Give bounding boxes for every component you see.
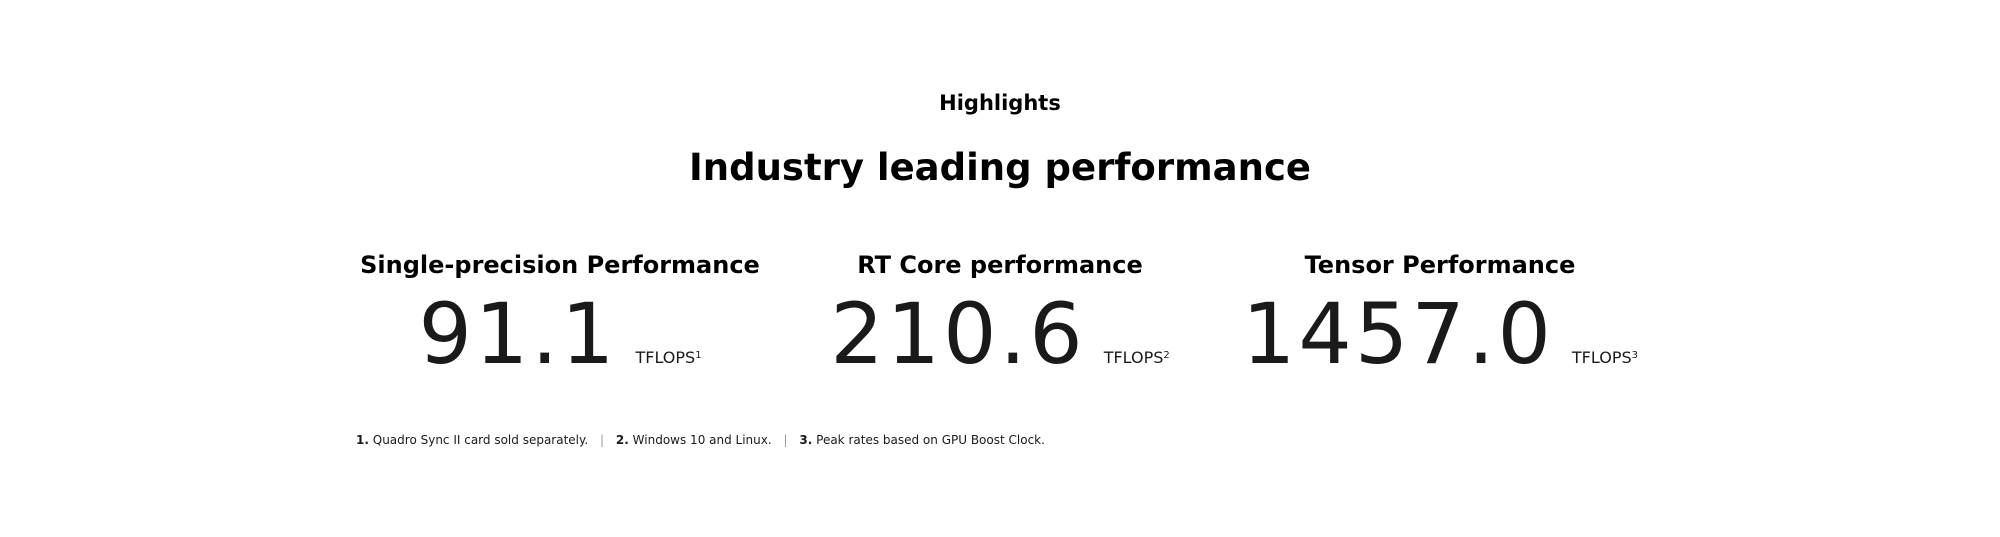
footnotes: 1. Quadro Sync II card sold separately. … xyxy=(356,432,1045,448)
section-eyebrow: Highlights xyxy=(0,90,2000,116)
footnote-text: Windows 10 and Linux. xyxy=(633,433,772,447)
stat-title: Tensor Performance xyxy=(1230,248,1650,282)
stat-title: Single-precision Performance xyxy=(350,248,770,282)
footnote-number: 3. xyxy=(799,433,812,447)
footnote-number: 2. xyxy=(616,433,629,447)
footnote-number: 1. xyxy=(356,433,369,447)
stat-value-row: 210.6 TFLOPS2 xyxy=(790,292,1210,376)
stat-unit-label: TFLOPS xyxy=(635,348,695,367)
stat-rt-core: RT Core performance 210.6 TFLOPS2 xyxy=(790,248,1210,376)
stat-value-row: 91.1 TFLOPS1 xyxy=(350,292,770,376)
stat-unit: TFLOPS3 xyxy=(1572,350,1638,376)
stat-title: RT Core performance xyxy=(790,248,1210,282)
stat-unit-label: TFLOPS xyxy=(1572,348,1632,367)
stat-unit: TFLOPS1 xyxy=(635,350,701,376)
footnote-item: 2. Windows 10 and Linux. xyxy=(616,433,772,447)
stat-unit-label: TFLOPS xyxy=(1104,348,1164,367)
footnote-separator: | xyxy=(784,432,788,448)
stat-value: 1457.0 xyxy=(1242,292,1554,376)
footnote-separator: | xyxy=(600,432,604,448)
footnote-text: Peak rates based on GPU Boost Clock. xyxy=(816,433,1045,447)
stat-value: 91.1 xyxy=(418,292,617,376)
footnote-text: Quadro Sync II card sold separately. xyxy=(373,433,588,447)
footnote-item: 1. Quadro Sync II card sold separately. xyxy=(356,433,588,447)
footnote-marker: 1 xyxy=(695,350,701,361)
footnote-item: 3. Peak rates based on GPU Boost Clock. xyxy=(799,433,1045,447)
stat-value: 210.6 xyxy=(830,292,1085,376)
stat-tensor: Tensor Performance 1457.0 TFLOPS3 xyxy=(1230,248,1650,376)
stat-value-row: 1457.0 TFLOPS3 xyxy=(1230,292,1650,376)
stat-unit: TFLOPS2 xyxy=(1104,350,1170,376)
footnote-marker: 2 xyxy=(1163,350,1169,361)
section-headline: Industry leading performance xyxy=(0,144,2000,192)
stat-single-precision: Single-precision Performance 91.1 TFLOPS… xyxy=(350,248,770,376)
footnote-marker: 3 xyxy=(1632,350,1638,361)
